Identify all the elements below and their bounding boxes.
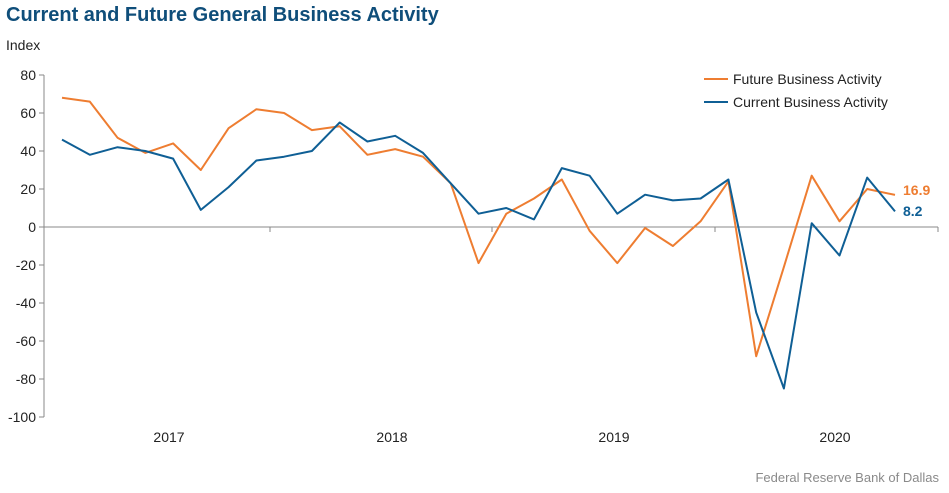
y-tick-label: -100 (8, 409, 36, 425)
end-value-label-future: 16.9 (903, 182, 930, 198)
legend-label-future: Future Business Activity (733, 71, 882, 87)
y-axis-label: Index (6, 37, 41, 53)
y-tick-label: -80 (16, 371, 36, 387)
x-tick-label: 2020 (819, 429, 850, 445)
x-tick-label: 2017 (153, 429, 184, 445)
chart-title: Current and Future General Business Acti… (6, 4, 439, 26)
source-note: Federal Reserve Bank of Dallas (755, 470, 939, 485)
series-line-current (61, 121, 896, 390)
x-tick-label: 2018 (376, 429, 407, 445)
series-line-future (61, 96, 896, 358)
y-tick-label: 0 (28, 219, 36, 235)
y-tick-label: -40 (16, 295, 36, 311)
legend: Future Business Activity Current Business… (704, 71, 888, 110)
y-tick-label: 60 (20, 105, 36, 121)
y-tick-label: 80 (20, 67, 36, 83)
series-layer: 16.9 8.2 (61, 96, 930, 390)
y-tick-label: -20 (16, 257, 36, 273)
legend-label-current: Current Business Activity (733, 94, 888, 110)
x-tick-label: 2019 (598, 429, 629, 445)
y-tick-label: 40 (20, 143, 36, 159)
y-tick-label: 20 (20, 181, 36, 197)
axes: 80 60 40 20 0 -20 -40 -60 -80 -100 2017 2018 2019 202… (8, 67, 939, 445)
end-value-label-current: 8.2 (903, 203, 923, 219)
y-tick-label: -60 (16, 333, 36, 349)
